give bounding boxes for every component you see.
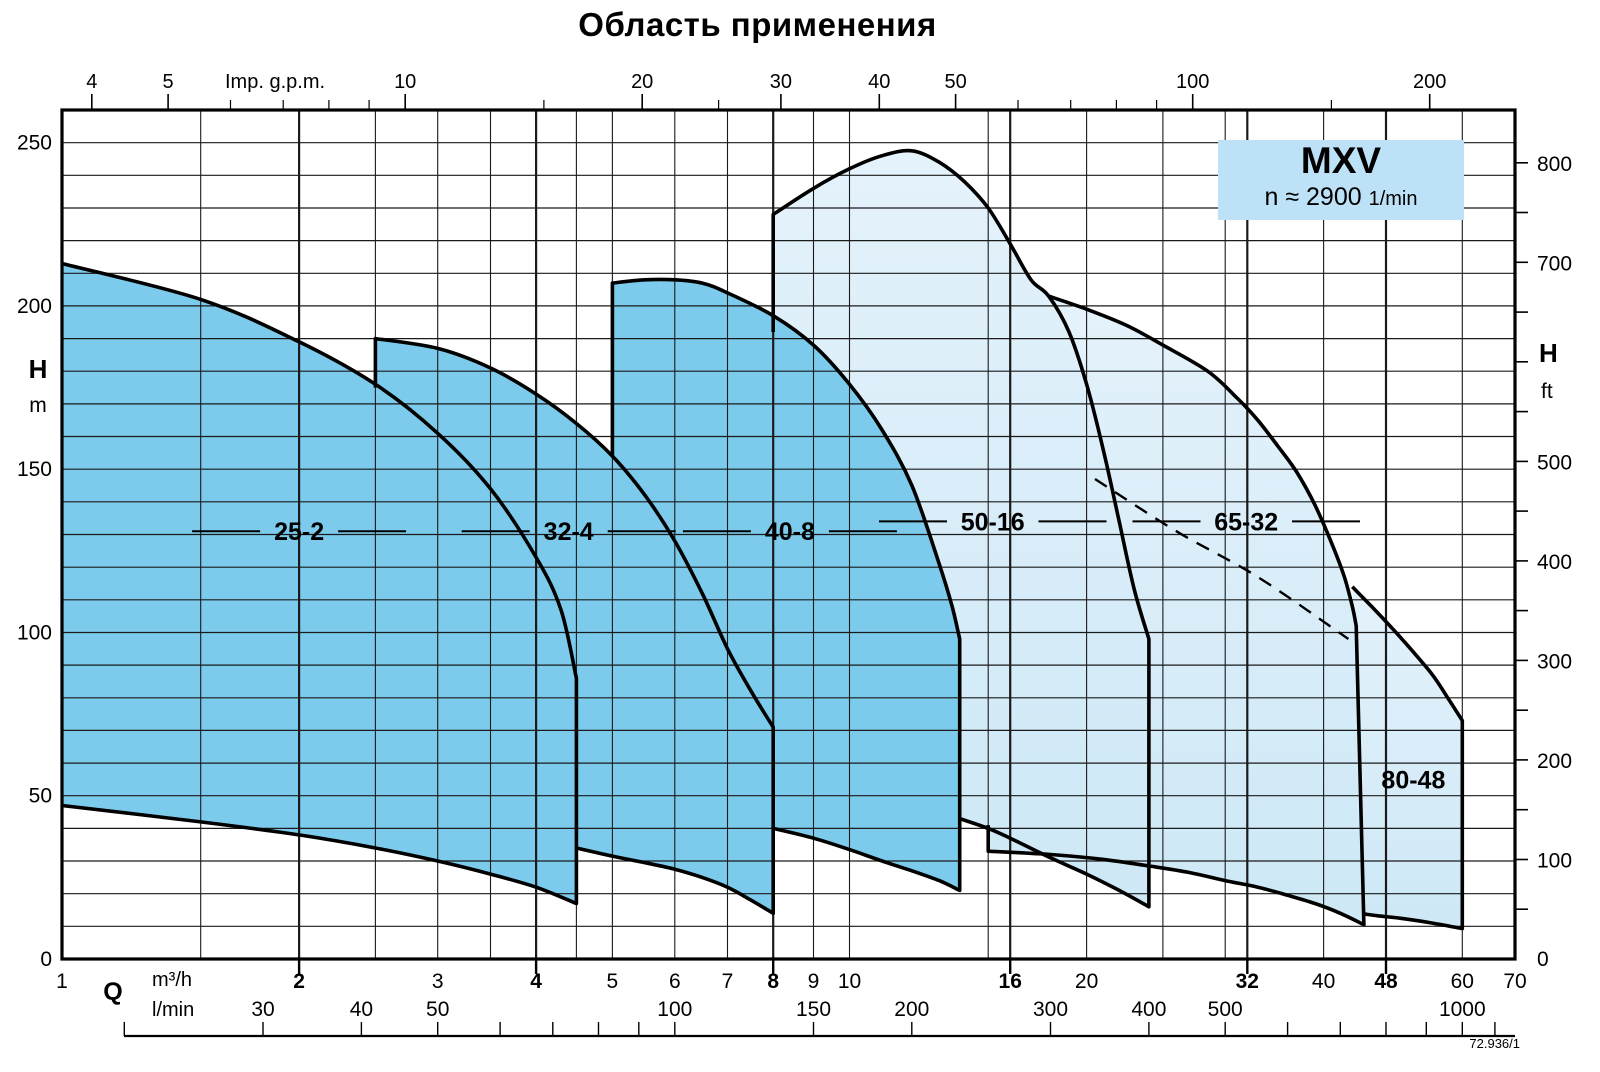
svg-text:Q: Q (103, 978, 122, 1006)
svg-text:50: 50 (426, 998, 449, 1021)
svg-text:70: 70 (1503, 970, 1526, 993)
legend-speed-unit: 1/min (1368, 188, 1418, 210)
svg-text:10: 10 (838, 970, 861, 993)
drawing-number: 72.936/1 (1469, 1036, 1520, 1051)
svg-text:1: 1 (56, 970, 68, 993)
svg-text:700: 700 (1537, 252, 1572, 275)
svg-text:40: 40 (1312, 970, 1335, 993)
svg-text:20: 20 (1075, 970, 1098, 993)
svg-text:100: 100 (657, 998, 692, 1021)
svg-text:32-4: 32-4 (544, 518, 594, 546)
svg-text:5: 5 (607, 970, 619, 993)
envelope-outline-25-2 (61, 261, 579, 906)
svg-text:5: 5 (163, 71, 174, 93)
svg-text:4: 4 (86, 71, 97, 93)
svg-text:200: 200 (894, 998, 929, 1021)
legend-model-name: MXV (1300, 140, 1382, 181)
svg-text:100: 100 (1176, 71, 1209, 93)
svg-text:100: 100 (17, 622, 52, 645)
svg-text:10: 10 (394, 71, 416, 93)
svg-text:7: 7 (722, 970, 734, 993)
svg-text:16: 16 (999, 970, 1022, 993)
left-axis: 0 50 100 150 200 250 Hm (17, 132, 52, 971)
svg-text:40-8: 40-8 (765, 518, 815, 546)
envelope-outline-65-32 (986, 294, 1366, 927)
legend-box: MXV n ≈ 2900 1/min (1218, 140, 1464, 220)
dashed-limit-line (1094, 477, 1350, 640)
svg-text:150: 150 (17, 458, 52, 481)
svg-text:65-32: 65-32 (1214, 508, 1278, 536)
bottom-axis-lmin: 30 40 50 100 150 200 300 400 500 1000 l/min (123, 998, 1515, 1038)
svg-text:60: 60 (1451, 970, 1474, 993)
svg-text:20: 20 (631, 71, 653, 93)
svg-text:30: 30 (251, 998, 274, 1021)
model-label-80-48: 80-48 (1381, 766, 1445, 794)
envelope-outline-32-4 (373, 336, 775, 916)
svg-text:l/min: l/min (152, 999, 194, 1021)
svg-text:H: H (29, 354, 48, 384)
svg-text:m: m (29, 394, 47, 417)
svg-text:32: 32 (1236, 970, 1259, 993)
svg-text:9: 9 (808, 970, 820, 993)
svg-text:H: H (1539, 338, 1558, 368)
svg-text:2: 2 (293, 970, 305, 993)
model-label-25-2: 25-2 (192, 518, 407, 546)
svg-text:50: 50 (29, 785, 52, 808)
svg-text:80-48: 80-48 (1381, 766, 1445, 794)
svg-text:3: 3 (432, 970, 444, 993)
legend-speed: n ≈ 2900 1/min (1218, 182, 1464, 214)
envelope-fill-50-16 (773, 150, 1149, 907)
svg-text:500: 500 (1208, 998, 1243, 1021)
legend-speed-value: n ≈ 2900 (1264, 183, 1362, 211)
svg-text:300: 300 (1033, 998, 1068, 1021)
envelope-fill-40-8 (612, 279, 960, 891)
svg-text:4: 4 (530, 970, 542, 993)
top-axis-unit: Imp. g.p.m. (225, 71, 325, 93)
envelope-fill-80-48 (1352, 586, 1463, 929)
envelope-outline-80-48 (1351, 585, 1465, 931)
svg-text:100: 100 (1537, 850, 1572, 873)
svg-text:200: 200 (17, 295, 52, 318)
svg-text:30: 30 (770, 71, 792, 93)
svg-text:400: 400 (1131, 998, 1166, 1021)
svg-text:0: 0 (40, 948, 52, 971)
svg-text:0: 0 (1537, 948, 1549, 971)
svg-text:200: 200 (1537, 750, 1572, 773)
svg-text:200: 200 (1413, 71, 1446, 93)
svg-text:ft: ft (1541, 380, 1553, 403)
svg-text:40: 40 (350, 998, 373, 1021)
envelope-fill-25-2 (62, 263, 577, 904)
model-label-40-8: 40-8 (682, 518, 897, 546)
svg-text:25-2: 25-2 (274, 518, 324, 546)
svg-text:800: 800 (1537, 153, 1572, 176)
model-label-32-4: 32-4 (461, 518, 676, 546)
envelope-outline-50-16 (771, 148, 1151, 909)
svg-text:1000: 1000 (1439, 998, 1486, 1021)
svg-text:400: 400 (1537, 551, 1572, 574)
svg-text:150: 150 (796, 998, 831, 1021)
svg-text:50-16: 50-16 (961, 508, 1025, 536)
svg-text:40: 40 (868, 71, 890, 93)
svg-text:500: 500 (1537, 451, 1572, 474)
svg-text:50: 50 (944, 71, 966, 93)
svg-text:300: 300 (1537, 650, 1572, 673)
svg-text:250: 250 (17, 132, 52, 155)
svg-text:m³/h: m³/h (152, 969, 192, 991)
svg-text:48: 48 (1374, 970, 1398, 993)
top-axis: 4 5 10 20 30 40 50 100 200 Imp. g.p.m. (86, 71, 1446, 110)
bottom-axis: 1 2 3 4 5 6 7 8 9 10 16 20 32 40 48 60 70 Q m³/h (56, 959, 1527, 1006)
svg-text:6: 6 (669, 970, 681, 993)
chart-title: Область применения (578, 6, 937, 43)
right-axis: 0 100 200 300 400 500 700 800 Hft (1515, 153, 1572, 971)
envelope-outline-40-8 (610, 277, 962, 893)
plot-frame (60, 108, 1517, 961)
model-label-50-16: 50-16 (879, 508, 1107, 536)
model-label-65-32: 65-32 (1132, 508, 1360, 536)
svg-text:8: 8 (767, 970, 779, 993)
